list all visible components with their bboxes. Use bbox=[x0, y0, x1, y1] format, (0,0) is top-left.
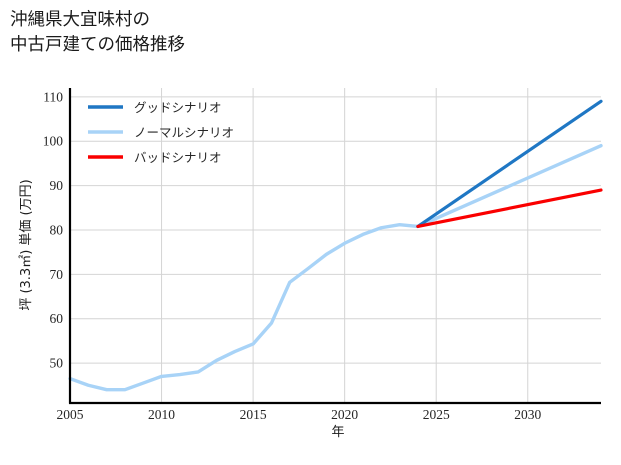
y-tick-label: 50 bbox=[50, 356, 64, 371]
y-tick-label: 60 bbox=[50, 311, 64, 326]
series-line-good bbox=[416, 99, 603, 229]
legend-label: バッドシナリオ bbox=[134, 150, 222, 165]
x-tick-labels: 2005 2010 2015 2020 2025 2030 bbox=[57, 407, 542, 422]
y-tick-label: 90 bbox=[50, 178, 64, 193]
x-tick-label: 2005 bbox=[57, 407, 84, 422]
y-axis-title: 坪 (3.3㎡) 単価 (万円) bbox=[18, 179, 34, 310]
series-line-bad bbox=[416, 188, 603, 229]
x-axis-title: 年 bbox=[331, 425, 344, 440]
x-tick-label: 2025 bbox=[423, 407, 450, 422]
series-group bbox=[68, 99, 603, 392]
legend-label: グッドシナリオ bbox=[134, 100, 222, 115]
y-tick-labels: 110 100 90 80 70 60 50 bbox=[43, 89, 64, 370]
y-tick-label: 100 bbox=[43, 134, 64, 149]
y-tick-label: 110 bbox=[43, 89, 63, 104]
x-tick-label: 2015 bbox=[240, 407, 267, 422]
y-tick-label: 70 bbox=[50, 267, 64, 282]
x-tick-label: 2010 bbox=[148, 407, 175, 422]
plot-background bbox=[70, 88, 601, 403]
x-tick-label: 2020 bbox=[331, 407, 358, 422]
y-tick-label: 80 bbox=[50, 222, 64, 237]
legend-label: ノーマルシナリオ bbox=[134, 125, 234, 140]
chart-title: 沖縄県大宜味村の 中古戸建ての価格推移 bbox=[10, 10, 185, 55]
x-tick-label: 2030 bbox=[514, 407, 541, 422]
series-line-normal bbox=[68, 143, 603, 392]
